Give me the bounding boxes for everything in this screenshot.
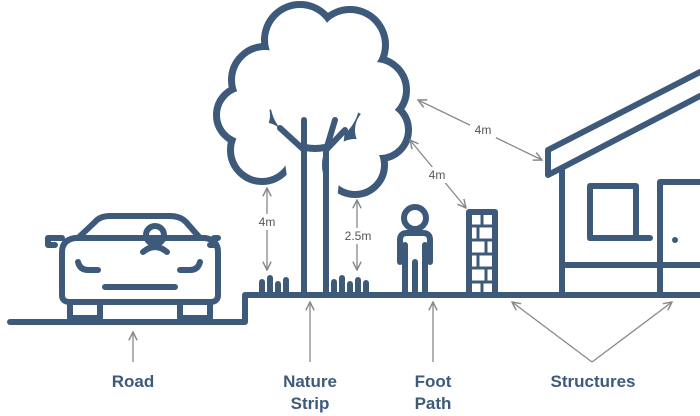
car bbox=[45, 213, 221, 321]
tree bbox=[213, 1, 412, 298]
person bbox=[397, 204, 433, 295]
dimension-label: 4m bbox=[259, 215, 276, 229]
zone-label: Road bbox=[112, 372, 155, 391]
dimension-label: 4m bbox=[429, 168, 446, 182]
zone-label: Structures bbox=[550, 372, 635, 391]
dimension-label: 4m bbox=[475, 123, 492, 137]
zone-label: Foot bbox=[415, 372, 452, 391]
house bbox=[545, 69, 700, 298]
zone-label: Strip bbox=[291, 394, 330, 413]
zone-label: Nature bbox=[283, 372, 337, 391]
brick-wall bbox=[466, 209, 498, 298]
dimension-label: 2.5m bbox=[345, 229, 372, 243]
pointer-arrow bbox=[512, 302, 593, 363]
zone-label: Path bbox=[415, 394, 452, 413]
pointer-arrow bbox=[591, 302, 672, 363]
